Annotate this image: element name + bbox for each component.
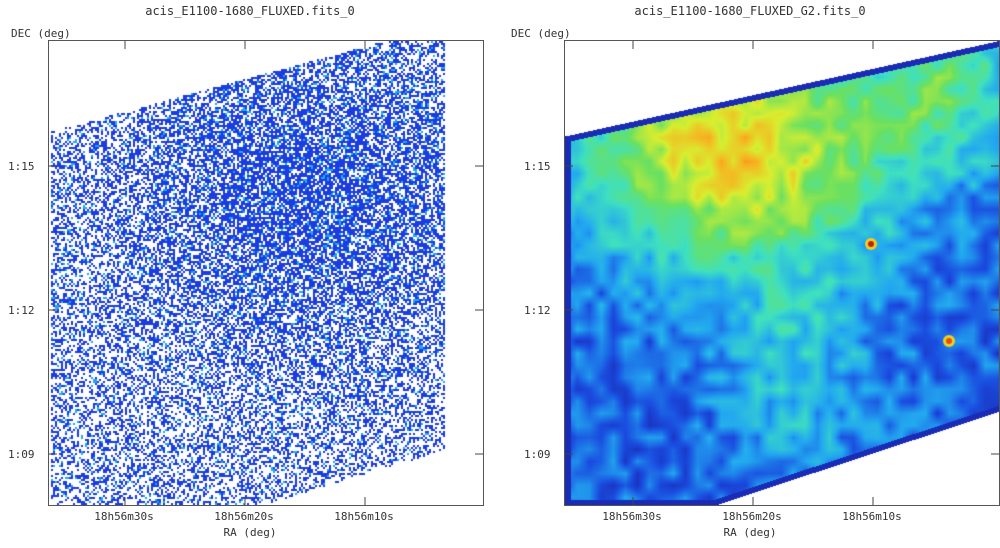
x-tick-label: 18h56m20s: [722, 510, 782, 523]
y-tick-label: 1:09: [8, 448, 35, 461]
tick-marks: [49, 41, 483, 505]
x-tick-label: 18h56m10s: [334, 510, 394, 523]
y-tick-label: 1:15: [8, 160, 35, 173]
panel-smoothed-image: acis_E1100-1680_FLUXED_G2.fits_0 DEC (de…: [500, 0, 1000, 548]
panel-title: acis_E1100-1680_FLUXED_G2.fits_0: [634, 4, 866, 18]
y-tick-label: 1:12: [8, 304, 35, 317]
y-axis-label: DEC (deg): [511, 27, 571, 40]
x-axis-label: RA (deg): [723, 526, 777, 539]
x-tick-label: 18h56m30s: [94, 510, 154, 523]
image-frame[interactable]: [564, 40, 1000, 506]
y-tick-label: 1:15: [524, 160, 551, 173]
x-tick-label: 18h56m30s: [602, 510, 662, 523]
panel-raw-image: acis_E1100-1680_FLUXED.fits_0 DEC (deg) …: [8, 4, 484, 539]
panel-title: acis_E1100-1680_FLUXED.fits_0: [145, 4, 355, 18]
image-frame[interactable]: [48, 40, 484, 506]
x-tick-label: 18h56m10s: [842, 510, 902, 523]
x-tick-label: 18h56m20s: [214, 510, 274, 523]
y-tick-label: 1:09: [524, 448, 551, 461]
y-axis-label: DEC (deg): [11, 27, 71, 40]
fits-image-canvas[interactable]: [565, 41, 999, 505]
y-tick-label: 1:12: [524, 304, 551, 317]
tick-marks: [565, 41, 999, 505]
x-axis-label: RA (deg): [223, 526, 277, 539]
fits-image-canvas[interactable]: [49, 41, 483, 505]
